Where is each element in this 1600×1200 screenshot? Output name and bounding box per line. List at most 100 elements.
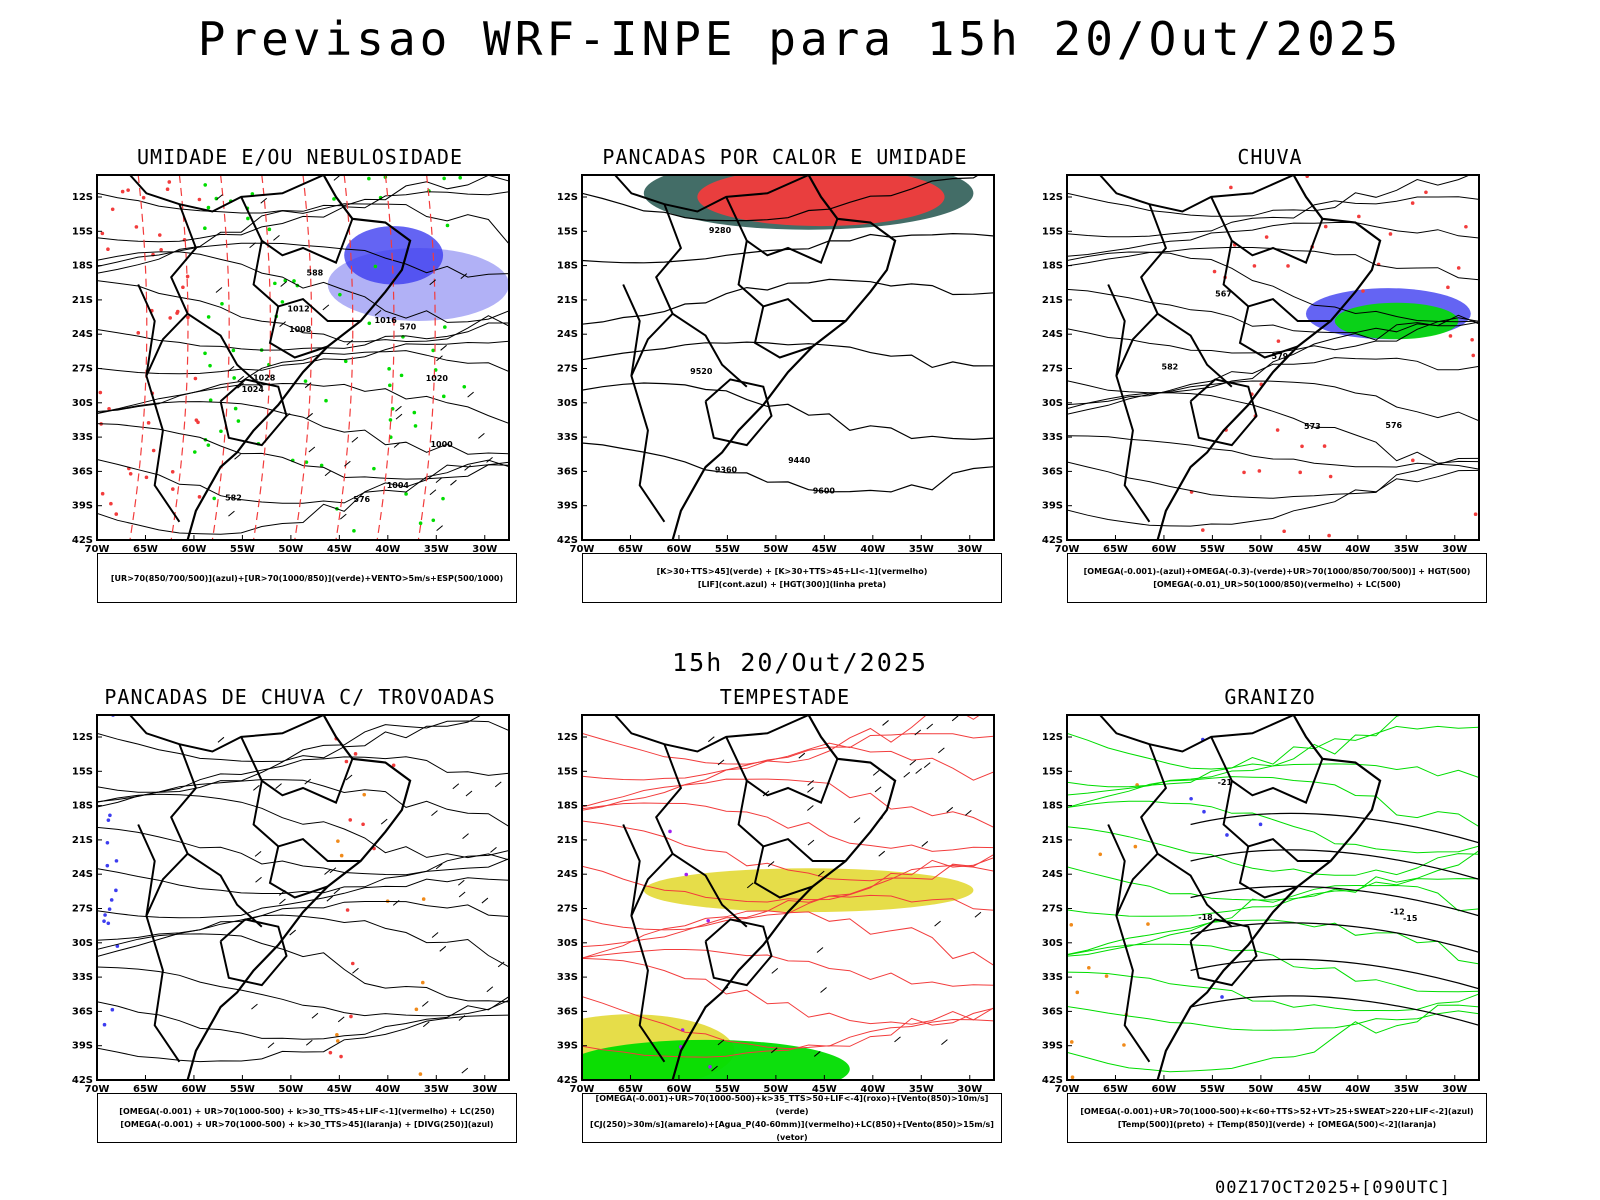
field-dot [387,367,391,371]
lat-tick-label: 24S [1042,869,1063,880]
country-border [630,853,674,917]
field-dot [421,897,426,901]
country-border [129,715,325,753]
lat-tick-label: 24S [72,869,93,880]
lon-tick-label: 40W [1345,1084,1370,1095]
contour-line [1067,435,1479,468]
thickness-contour [129,175,148,540]
field-dot [1411,458,1415,463]
lon-tick-label: 45W [1297,544,1322,555]
wind-vector [339,513,347,520]
field-dot [232,376,236,380]
contour-label: 1016 [375,316,398,325]
lon-tick-label: 30W [1442,544,1467,555]
humidity-high-area [344,226,444,285]
field-dot [203,183,208,187]
wind-vector [326,895,334,902]
wind-vector [807,839,815,846]
field-dot [332,197,336,201]
field-dot [1242,470,1246,475]
wind-vector [267,1042,275,1049]
panel-title: GRANIZO [1224,685,1316,709]
field-dot [280,300,285,304]
forecast-time-label: 15h 20/Out/2025 [672,648,928,677]
wind-vector [431,810,438,816]
field-dot [1098,852,1103,857]
field-dot [115,944,120,948]
lon-tick-label: 45W [327,544,352,555]
field-dot [197,495,202,499]
contour-label: 1028 [253,374,276,383]
field-dot [1471,353,1476,358]
wind-vector [882,720,889,726]
country-border [725,196,839,264]
field-dot [361,822,365,827]
map-chuva: 576 582 567 573 579 12S 15S 18S 21S 24S 27S 30S 33S 3… [1042,174,1480,555]
thickness-contour [170,175,189,540]
country-border [219,378,288,447]
lon-tick-label: 65W [618,544,643,555]
wind-vector [717,759,725,766]
lon-tick-label: 30W [957,1084,982,1095]
wind-vector [280,281,287,287]
field-dot [1328,474,1333,479]
country-border [268,846,329,899]
run-time-footer: 00Z17OCT2025+[090UTC] [1215,1178,1451,1198]
lat-tick-label: 39S [557,501,578,512]
contour-line [97,914,509,968]
field-dot [1070,1075,1075,1080]
panel-title: CHUVA [1237,145,1303,169]
lat-tick-label: 18S [72,261,93,272]
field-dot [431,518,436,523]
field-dot [110,1007,115,1012]
lon-tick-label: 55W [715,1084,740,1095]
wind-vector [934,920,941,927]
panel-granizo: GRANIZO -12 -15 -18 -21 12S 15S 18S 21S 24S 27S 30… [1025,685,1515,1165]
field-dot [684,872,689,877]
wind-vector [926,723,934,730]
lon-tick-label: 70W [570,1084,595,1095]
temperature-contour [1190,958,1479,990]
lat-tick-label: 27S [72,364,93,375]
contour-line [97,933,509,1003]
lat-tick-label: 27S [557,904,578,915]
field-dot [206,315,211,319]
contour-line [1067,357,1479,406]
wind-vector [717,1039,725,1046]
contour-line [1067,850,1479,901]
contour-line [1067,971,1479,1012]
map-layer [582,715,994,1080]
wind-vector [820,987,827,993]
contour-label: 9600 [813,487,836,496]
field-dot [372,466,376,471]
contour-label: 1004 [387,481,410,490]
lat-tick-label: 30S [1042,938,1063,949]
lat-tick-label: 24S [557,869,578,880]
country-border [630,313,674,377]
wind-vector [251,1003,258,1010]
wind-vector [346,339,354,346]
wind-vector [951,715,959,722]
contour-line [97,901,509,941]
lat-tick-label: 12S [557,732,578,743]
field-dot [391,763,396,768]
country-border [1222,240,1331,322]
wind-vector [467,391,474,398]
lat-tick-label: 36S [1042,1006,1063,1017]
contour-label: -12 [1390,908,1404,917]
field-dot [192,450,197,454]
panel-title: UMIDADE E/OU NEBULOSIDADE [136,145,464,169]
lat-tick-label: 39S [557,1041,578,1052]
field-dot [197,197,202,202]
country-border [1140,743,1233,928]
legend-line: [LIF](cont.azul) + [HGT(300)](linha pret… [697,580,887,589]
field-dot [339,853,344,858]
lon-tick-label: 45W [812,1084,837,1095]
panel-title: PANCADAS POR CALOR E UMIDADE [602,145,968,169]
contour-line [97,966,509,1017]
field-dot [404,492,408,496]
contour-line [97,715,483,763]
wind-vector [304,778,312,785]
country-border [145,313,189,377]
country-border [137,284,181,523]
